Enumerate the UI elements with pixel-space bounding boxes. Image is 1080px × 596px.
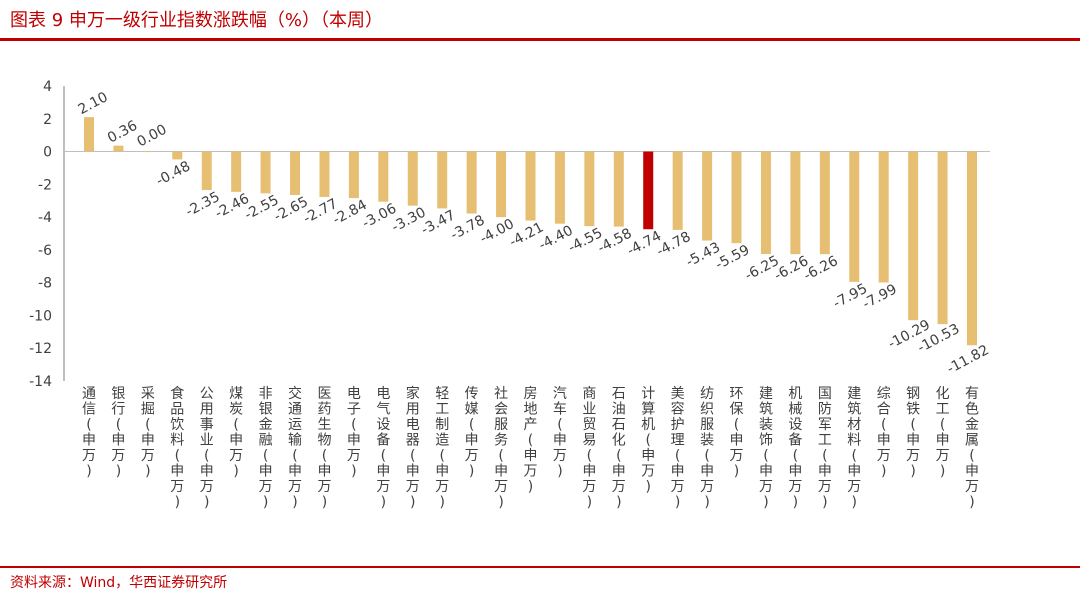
bar [142,151,153,153]
bar [643,151,654,230]
category-label: 环保(申万) [730,386,744,480]
category-label: 食品饮料(申万) [170,385,184,511]
category-label: 有色金属(申万) [965,386,979,511]
y-tick-label: -4 [38,210,52,226]
category-label: 电气设备(申万) [376,386,390,511]
bar [702,151,713,241]
bar [113,145,124,152]
data-label: -0.48 [154,158,194,189]
bar [613,151,624,227]
y-tick-label: -10 [29,308,52,324]
bar [231,151,242,192]
bar [878,151,889,283]
category-label: 非银金融(申万) [259,386,273,511]
bar [437,151,448,209]
data-label: -6.26 [801,253,841,284]
bar [290,151,301,195]
category-label: 计算机(申万) [641,386,655,495]
category-label: 公用事业(申万) [200,386,214,511]
bar [84,117,94,152]
data-label: 0.00 [134,122,169,151]
bar [849,151,860,282]
category-label: 纺织服装(申万) [700,386,714,511]
category-label: 煤炭(申万) [229,386,243,480]
y-tick-label: 2 [43,112,52,128]
category-label: 通信(申万) [82,386,96,480]
bar [407,151,418,206]
y-tick-label: -2 [38,177,52,193]
category-label: 汽车(申万) [553,386,567,480]
y-tick-label: 4 [43,79,52,95]
category-label: 社会服务(申万) [494,386,508,511]
data-label: -7.99 [860,281,900,312]
category-label: 交通运输(申万) [288,385,302,511]
bar [348,151,359,199]
category-label: 机械设备(申万) [788,386,802,511]
bar [584,151,595,227]
bar [260,151,271,194]
data-label: -11.82 [944,342,991,377]
bar [554,151,565,224]
bar [967,151,977,346]
bar [908,151,919,321]
source-note: 资料来源：Wind，华西证券研究所 [10,575,228,591]
category-label: 房地产(申万) [524,386,538,495]
category-label: 电子(申万) [347,386,361,480]
bar [731,151,742,244]
bar [172,151,183,160]
y-tick-label: -6 [38,243,52,259]
top-divider [0,38,1080,41]
bar [790,151,801,255]
bottom-divider [0,566,1080,568]
bar [937,151,948,325]
y-tick-label: -12 [29,341,52,357]
category-label: 商业贸易(申万) [582,386,596,511]
category-label: 建筑装饰(申万) [759,386,773,511]
bar [672,151,683,230]
data-label: 0.36 [105,118,140,147]
category-label: 美容护理(申万) [671,386,685,511]
category-label: 轻工制造(申万) [435,386,449,511]
category-label: 化工(申万) [936,386,950,480]
y-tick-label: 0 [43,145,52,161]
category-label: 综合(申万) [877,386,891,480]
category-label: 医药生物(申万) [317,386,331,511]
category-label: 钢铁(申万) [906,386,920,480]
category-label: 家用电器(申万) [406,385,420,511]
bar [466,151,477,214]
bar [378,151,389,202]
category-label: 建筑材料(申万) [847,386,861,511]
category-label: 采掘(申万) [141,386,155,480]
chart-title: 图表 9 申万一级行业指数涨跌幅（%）（本周） [10,10,383,31]
bar [319,151,330,197]
data-label: 2.10 [76,89,111,118]
category-label: 国防军工(申万) [818,386,832,511]
bar [201,151,212,191]
y-tick-label: -8 [38,276,52,292]
bar [496,151,507,218]
bar [819,151,830,255]
category-label: 传媒(申万) [465,386,479,480]
bar [760,151,771,254]
category-label: 石油石化(申万) [612,386,626,511]
bar [525,151,536,221]
category-label: 银行(申万) [111,386,125,480]
y-tick-label: -14 [29,374,52,390]
